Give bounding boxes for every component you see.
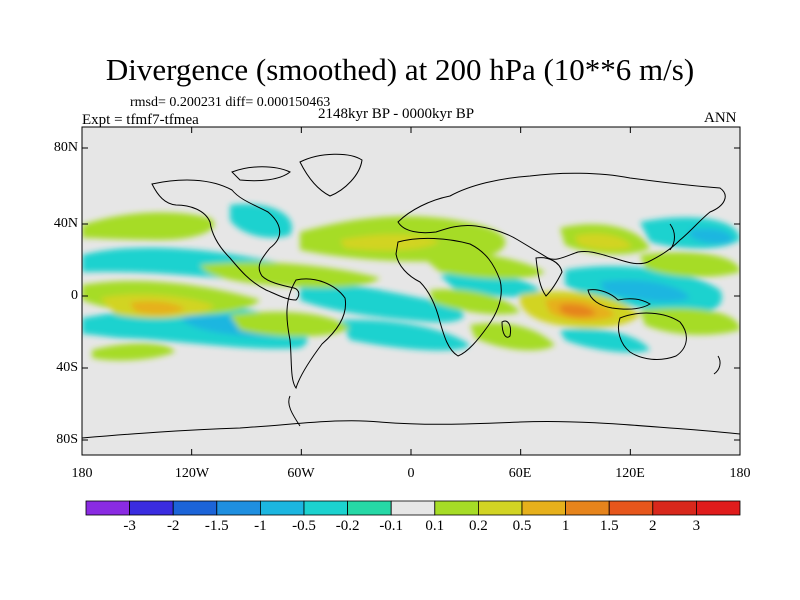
colorbar-label: -1.5 — [204, 518, 229, 534]
coast-greenland — [299, 153, 363, 197]
colorbar-swatch — [652, 500, 697, 516]
coast-north-america — [151, 179, 300, 301]
colorbar-swatch — [85, 500, 130, 516]
colorbar-swatch — [521, 500, 566, 516]
map-title: Divergence (smoothed) at 200 hPa (10**6 … — [105, 52, 695, 87]
colorbar-label: -2 — [166, 518, 180, 534]
colorbar-swatch — [216, 500, 261, 516]
field-neg-north-pacific-core — [690, 228, 733, 244]
colorbar-swatch — [347, 500, 392, 516]
coast-south-america — [286, 278, 347, 390]
field-neg-south-atlantic — [340, 319, 470, 351]
lat-label-40s: 40S — [56, 360, 78, 375]
field-pos-pacific-peak — [130, 301, 185, 315]
coast-africa — [395, 237, 502, 357]
colorbar-label: 3 — [692, 518, 701, 534]
colorbar-label: 2 — [649, 518, 657, 534]
colorbar-label: -1 — [254, 518, 267, 534]
coast-antarctica — [82, 420, 740, 439]
field-pos-west-pacific — [640, 252, 740, 277]
lon-label-180e: 180 — [729, 466, 751, 481]
colorbar-label: 0.5 — [512, 518, 532, 534]
field-neg-maritime-core — [600, 279, 690, 302]
colorbar — [85, 500, 741, 516]
coast-arctic-islands — [231, 166, 291, 182]
coast-antarctic-peninsula — [288, 395, 301, 427]
colorbar-swatch — [477, 500, 523, 516]
colorbar-swatch — [303, 500, 348, 516]
field-neg-north-atlantic — [230, 204, 292, 238]
lon-label-60e: 60E — [508, 466, 532, 481]
field-pos-africa — [420, 252, 545, 279]
lon-label-0: 0 — [407, 466, 415, 481]
colorbar-label: -0.1 — [379, 518, 404, 534]
coast-india — [535, 257, 563, 297]
coast-new-zealand — [713, 355, 721, 375]
lon-label-60w: 60W — [287, 466, 315, 481]
field-pos-south-america — [230, 311, 350, 337]
colorbar-swatch — [608, 500, 654, 516]
field-neg-south-indian — [560, 328, 650, 353]
colorbar-label: 0.2 — [469, 518, 488, 534]
experiment-label: Expt = tfmf7-tfmea — [82, 112, 199, 128]
field-pos-indian-peak — [560, 304, 596, 317]
field-pos-tropical-atlantic — [200, 262, 380, 288]
field-pos-south-indian — [470, 322, 555, 351]
field-pos-east-asia-core — [575, 233, 632, 250]
colorbar-swatch — [390, 500, 436, 516]
season-label: ANN — [704, 110, 737, 126]
lat-label-40n: 40N — [53, 216, 78, 231]
coast-madagascar — [501, 320, 511, 338]
colorbar-swatch — [696, 500, 741, 516]
colorbar-label: -3 — [123, 518, 136, 534]
field-pos-atlantic-core — [340, 234, 440, 251]
coast-europe-asia — [397, 172, 726, 265]
colorbar-label: 1 — [561, 518, 570, 534]
coast-indonesia — [587, 289, 651, 310]
field-pos-north-pacific — [82, 212, 215, 240]
coastlines — [82, 153, 740, 439]
colorbar-label: -0.2 — [335, 518, 360, 534]
stats-text: rmsd= 0.200231 diff= 0.000150463 — [130, 95, 331, 110]
divergence-field — [82, 204, 740, 361]
colorbar-swatch — [129, 500, 174, 516]
coast-japan — [669, 223, 675, 251]
colorbar-swatch — [259, 500, 305, 516]
colorbar-swatch — [434, 500, 479, 516]
colorbar-label: 0.1 — [425, 518, 445, 534]
colorbar-label: 1.5 — [599, 518, 619, 534]
colorbar-label: -0.5 — [292, 518, 316, 534]
lat-label-equator: 0 — [71, 288, 78, 303]
period-label: 2148kyr BP - 0000kyr BP — [318, 106, 475, 122]
colorbar-swatch — [172, 500, 218, 516]
lon-label-120e: 120E — [615, 466, 645, 481]
colorbar-swatch — [565, 500, 610, 516]
coast-australia — [617, 312, 687, 360]
field-pos-south-pacific — [92, 343, 175, 361]
axis-ticks — [81, 127, 741, 455]
lon-label-120w: 120W — [174, 466, 210, 481]
lat-label-80s: 80S — [56, 432, 78, 447]
lat-label-80n: 80N — [53, 140, 78, 155]
lon-label-180w: 180 — [71, 466, 93, 481]
